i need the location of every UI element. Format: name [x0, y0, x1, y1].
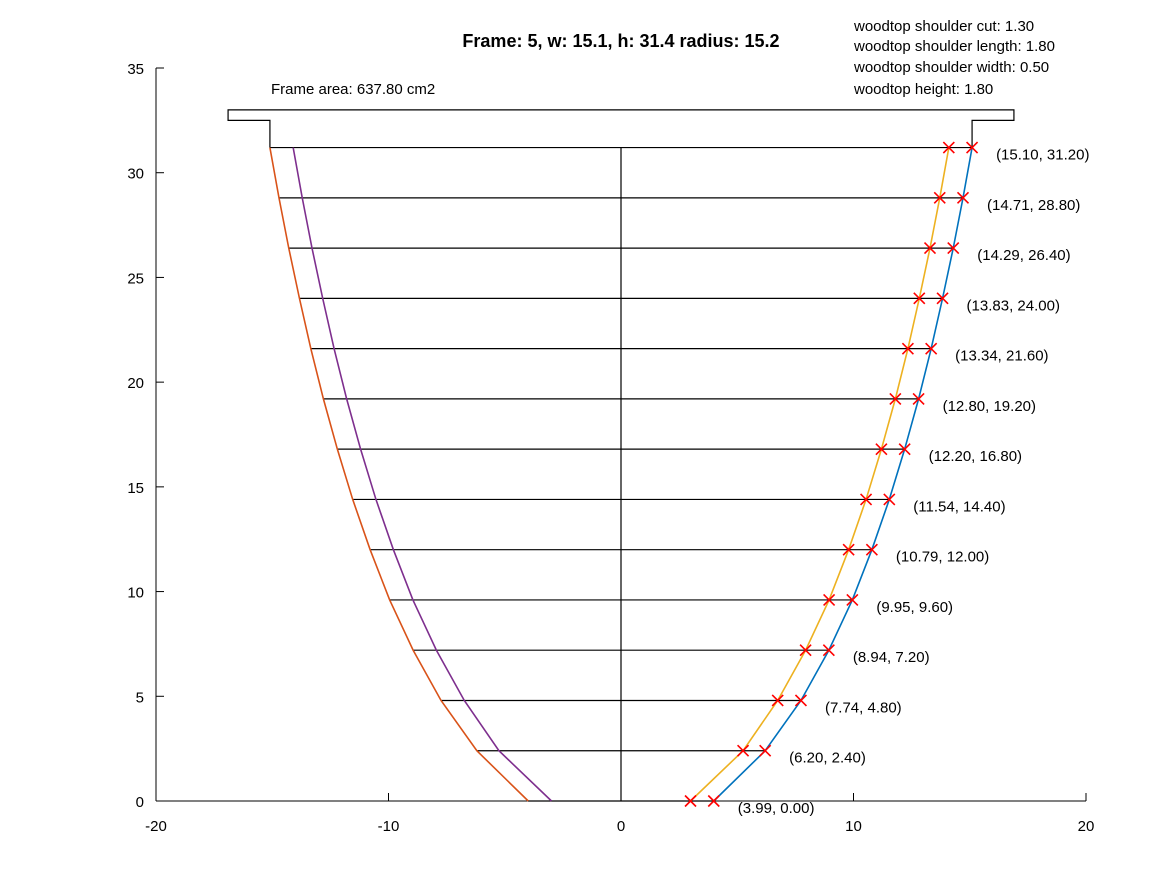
inner-point-marker: [933, 191, 946, 204]
marker-stroke: [966, 141, 979, 154]
inner-point-marker: [771, 694, 784, 707]
axes: -20 -10 0 10 20 0 5 10 15 20 25 30 35: [127, 61, 1094, 835]
info-line-4: woodtop height: 1.80: [853, 81, 993, 98]
marker-stroke: [859, 493, 873, 506]
x-tick-label: 10: [845, 818, 862, 835]
chart-title: Frame: 5, w: 15.1, h: 31.4 radius: 15.2: [462, 31, 779, 51]
outer-point-marker: [936, 292, 949, 305]
outer-point-marker: [912, 392, 925, 405]
marker-stroke: [846, 593, 859, 607]
marker-stroke: [875, 443, 888, 456]
inner-point-marker: [889, 392, 902, 405]
marker-stroke: [942, 141, 955, 154]
outer-point-marker: [865, 543, 878, 556]
top-shape: [227, 109, 1015, 148]
marker-stroke: [933, 191, 946, 204]
marker-stroke: [823, 593, 836, 607]
inner-point-marker: [842, 543, 855, 556]
point-label: (8.94, 7.20): [853, 649, 930, 666]
outer-point-marker: [759, 744, 772, 757]
inner-point-marker: [799, 644, 812, 657]
point-label: (7.74, 4.80): [825, 699, 902, 716]
inner-curve: [689, 147, 950, 802]
marker-stroke: [799, 644, 812, 657]
x-tick-label: -10: [378, 818, 400, 835]
point-label: (15.10, 31.20): [996, 147, 1089, 164]
point-label: (9.95, 9.60): [876, 599, 953, 616]
y-tick-label: 25: [127, 270, 144, 287]
info-line-3: woodtop shoulder width: 0.50: [853, 59, 1049, 76]
marker-stroke: [794, 694, 808, 707]
marker-stroke: [901, 342, 914, 355]
marker-stroke: [947, 242, 960, 255]
point-label: (10.79, 12.00): [896, 549, 989, 566]
inner-point-marker: [875, 443, 888, 456]
inner-point-marker: [923, 242, 937, 255]
point-label: (13.83, 24.00): [967, 297, 1060, 314]
outer-point-marker: [956, 191, 970, 204]
outer-point-marker: [947, 242, 960, 255]
marker-stroke: [822, 644, 835, 657]
y-tick-label: 5: [136, 689, 144, 706]
marker-stroke: [936, 292, 949, 305]
point-label: (14.29, 26.40): [977, 247, 1070, 264]
mirror-inner-curve: [292, 147, 553, 802]
inner-point-marker: [736, 744, 750, 757]
y-tick-label: 15: [127, 480, 144, 497]
x-tick-label: -20: [145, 818, 167, 835]
outer-curve: [713, 147, 973, 802]
inner-point-marker: [942, 141, 955, 154]
inner-point-marker: [823, 593, 836, 607]
marker-stroke: [842, 543, 855, 556]
outer-point-marker: [846, 593, 859, 607]
marker-stroke: [913, 292, 926, 305]
inner-point-marker: [859, 493, 873, 506]
outer-point-marker: [883, 493, 896, 506]
point-label: (14.71, 28.80): [987, 197, 1080, 214]
inner-point-marker: [901, 342, 914, 355]
marker-stroke: [898, 443, 911, 456]
y-tick-label: 35: [127, 61, 144, 78]
inner-point-marker: [913, 292, 926, 305]
y-tick-label: 20: [127, 375, 144, 392]
marker-stroke: [736, 744, 750, 757]
outer-point-marker: [822, 644, 835, 657]
marker-stroke: [956, 191, 970, 204]
x-tick-label: 20: [1078, 818, 1095, 835]
outer-point-marker: [925, 342, 938, 355]
outer-point-marker: [707, 794, 720, 808]
info-line-2: woodtop shoulder length: 1.80: [853, 38, 1055, 55]
x-tick-label: 0: [617, 818, 625, 835]
point-label: (11.54, 14.40): [913, 498, 1005, 515]
mirror-outer-curve: [269, 147, 529, 802]
point-label: (12.20, 16.80): [929, 448, 1022, 465]
marker-stroke: [925, 342, 938, 355]
y-tick-label: 30: [127, 166, 144, 183]
frame-area-annotation: Frame area: 637.80 cm2: [271, 81, 435, 98]
outer-point-marker: [966, 141, 979, 154]
plot-area: (3.99, 0.00) (6.20, 2.40) (7.74, 4.80) (8.9…: [227, 109, 1089, 817]
point-label: (12.80, 19.20): [943, 398, 1036, 415]
info-line-1: woodtop shoulder cut: 1.30: [853, 18, 1034, 35]
y-tick-label: 10: [127, 585, 144, 602]
inner-point-marker: [684, 794, 697, 808]
point-label: (3.99, 0.00): [738, 800, 815, 817]
marker-stroke: [759, 744, 772, 757]
y-tick-label: 0: [136, 794, 144, 811]
marker-stroke: [865, 543, 878, 556]
marker-stroke: [889, 392, 902, 405]
point-label: (6.20, 2.40): [789, 750, 866, 767]
marker-stroke: [912, 392, 925, 405]
outer-point-marker: [898, 443, 911, 456]
point-label: (13.34, 21.60): [955, 348, 1048, 365]
marker-stroke: [684, 794, 697, 808]
marker-stroke: [883, 493, 896, 506]
marker-stroke: [707, 794, 720, 808]
marker-stroke: [771, 694, 784, 707]
marker-stroke: [923, 242, 937, 255]
outer-point-marker: [794, 694, 808, 707]
